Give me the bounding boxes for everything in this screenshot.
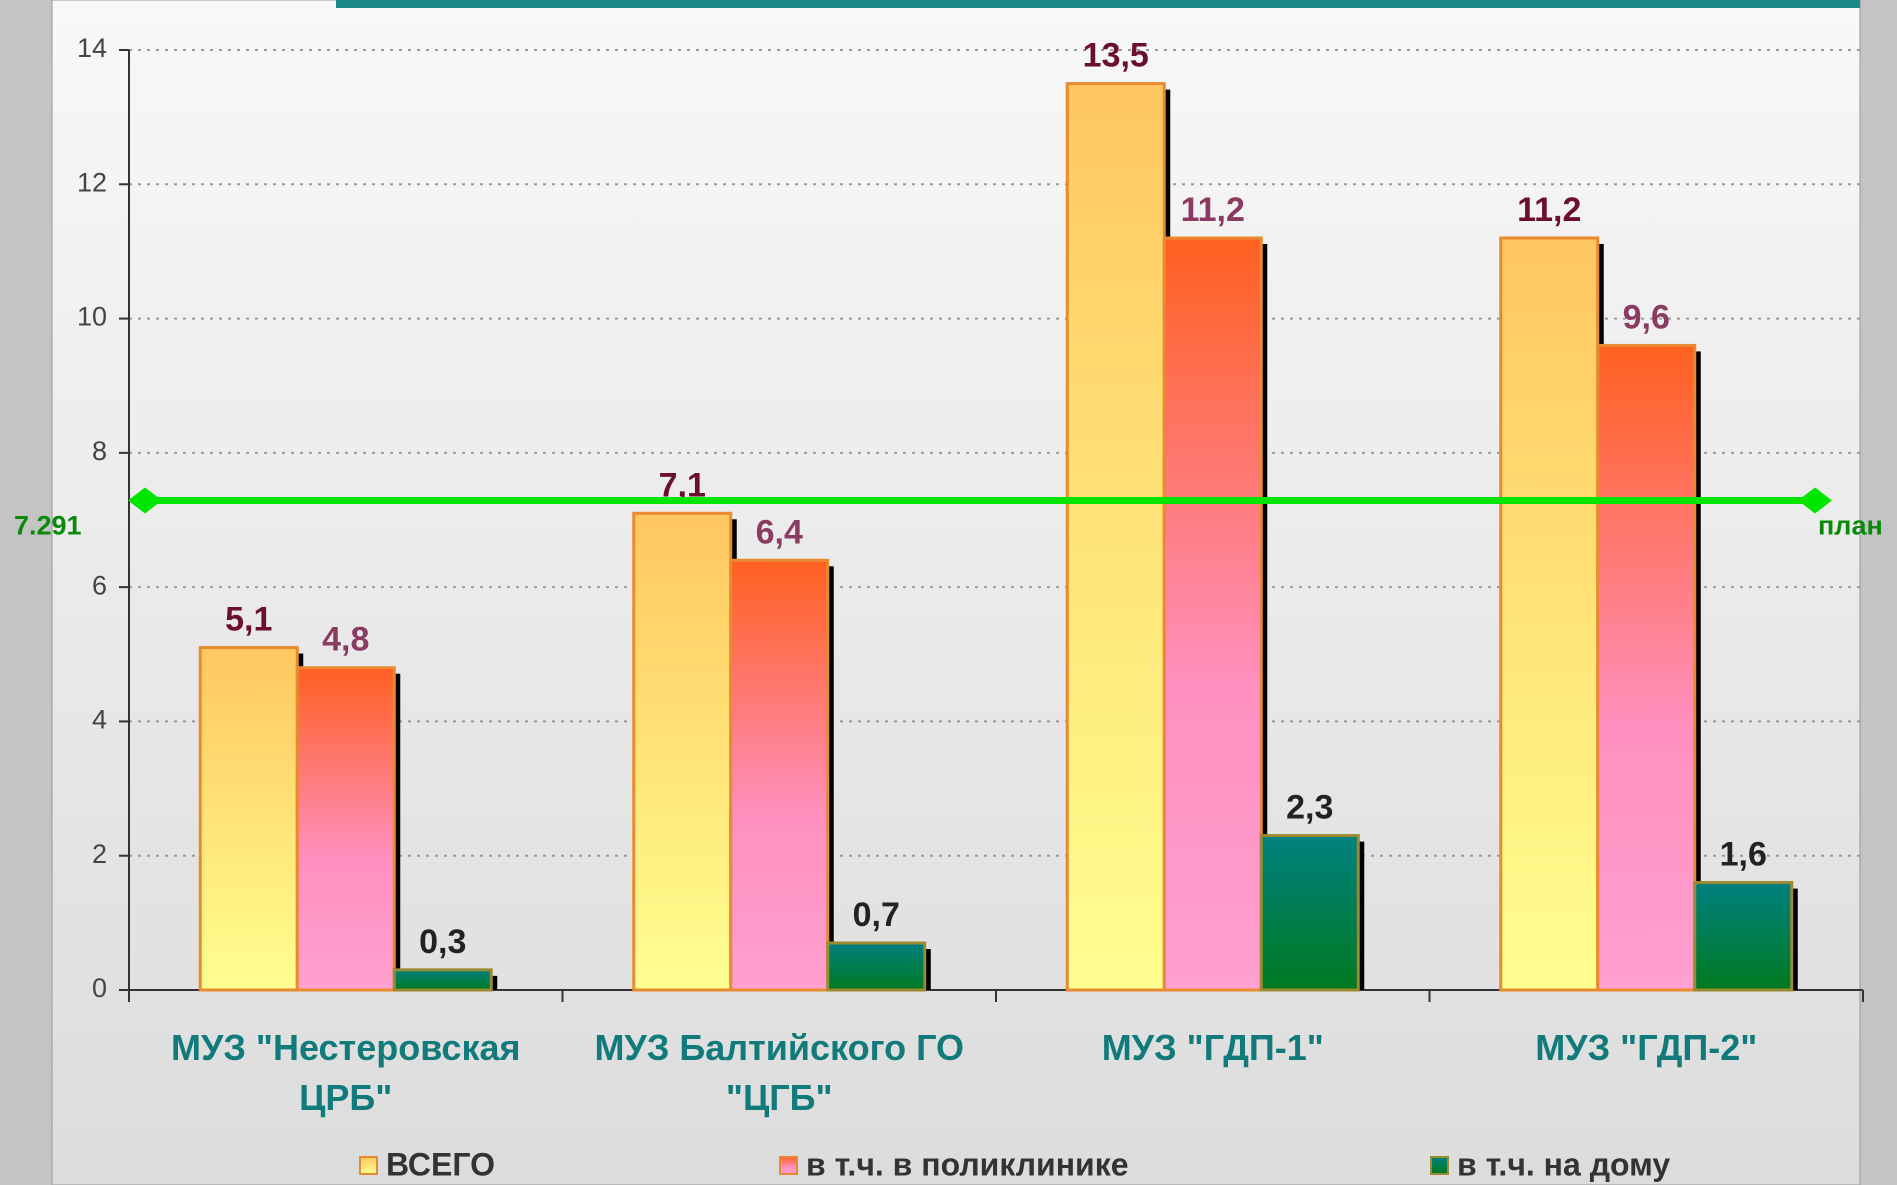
y-tick-label: 6 — [92, 570, 107, 600]
x-tick-label: МУЗ Балтийского ГО "ЦГБ" — [594, 1027, 965, 1118]
y-tick-label: 14 — [77, 33, 107, 63]
data-label: 5,1 — [225, 601, 272, 639]
data-label: 0,3 — [419, 923, 466, 961]
y-tick-label: 2 — [92, 839, 107, 869]
y-tick-label: 4 — [92, 705, 107, 735]
y-tick-label: 0 — [92, 973, 107, 1003]
data-label: 0,7 — [853, 896, 900, 934]
data-label: 13,5 — [1083, 37, 1149, 75]
y-tick-label: 12 — [77, 167, 107, 197]
bar — [295, 666, 396, 992]
plan-value-label: 7.291 — [14, 511, 82, 541]
x-tick-label: МУЗ "ГДП-2" — [1535, 1027, 1758, 1068]
plan-marker — [1798, 487, 1832, 514]
bar — [826, 941, 927, 992]
legend-label: в т.ч. на дому — [1457, 1146, 1670, 1182]
y-tick-label: 10 — [77, 302, 107, 332]
data-label: 11,2 — [1517, 191, 1581, 229]
bar — [1693, 881, 1794, 992]
data-label: 2,3 — [1286, 789, 1333, 827]
plan-name-label: план — [1818, 511, 1883, 541]
y-tick-label: 8 — [92, 436, 107, 466]
legend-label: ВСЕГО — [386, 1146, 495, 1182]
bar — [1259, 834, 1360, 992]
x-tick-label: МУЗ "ГДП-1" — [1101, 1027, 1324, 1068]
data-label: 6,4 — [756, 513, 803, 551]
data-label: 4,8 — [322, 621, 369, 659]
bar — [1596, 343, 1697, 992]
data-label: 9,6 — [1623, 298, 1670, 336]
plan-marker — [128, 487, 162, 514]
legend-label: в т.ч. в поликлинике — [806, 1146, 1129, 1182]
bar — [729, 558, 830, 992]
bar — [392, 968, 493, 992]
data-label: 1,6 — [1720, 836, 1767, 874]
x-tick-label: МУЗ "Нестеровская ЦРБ" — [170, 1027, 521, 1118]
legend-swatch — [359, 1156, 378, 1175]
top-stripe — [336, 0, 1860, 8]
bar — [198, 646, 299, 992]
bar — [1499, 236, 1600, 992]
data-label: 11,2 — [1181, 191, 1245, 229]
bar — [632, 511, 733, 992]
legend-swatch — [1430, 1156, 1449, 1175]
bar — [1162, 236, 1263, 992]
bar — [1065, 82, 1166, 992]
legend-swatch — [779, 1156, 798, 1175]
